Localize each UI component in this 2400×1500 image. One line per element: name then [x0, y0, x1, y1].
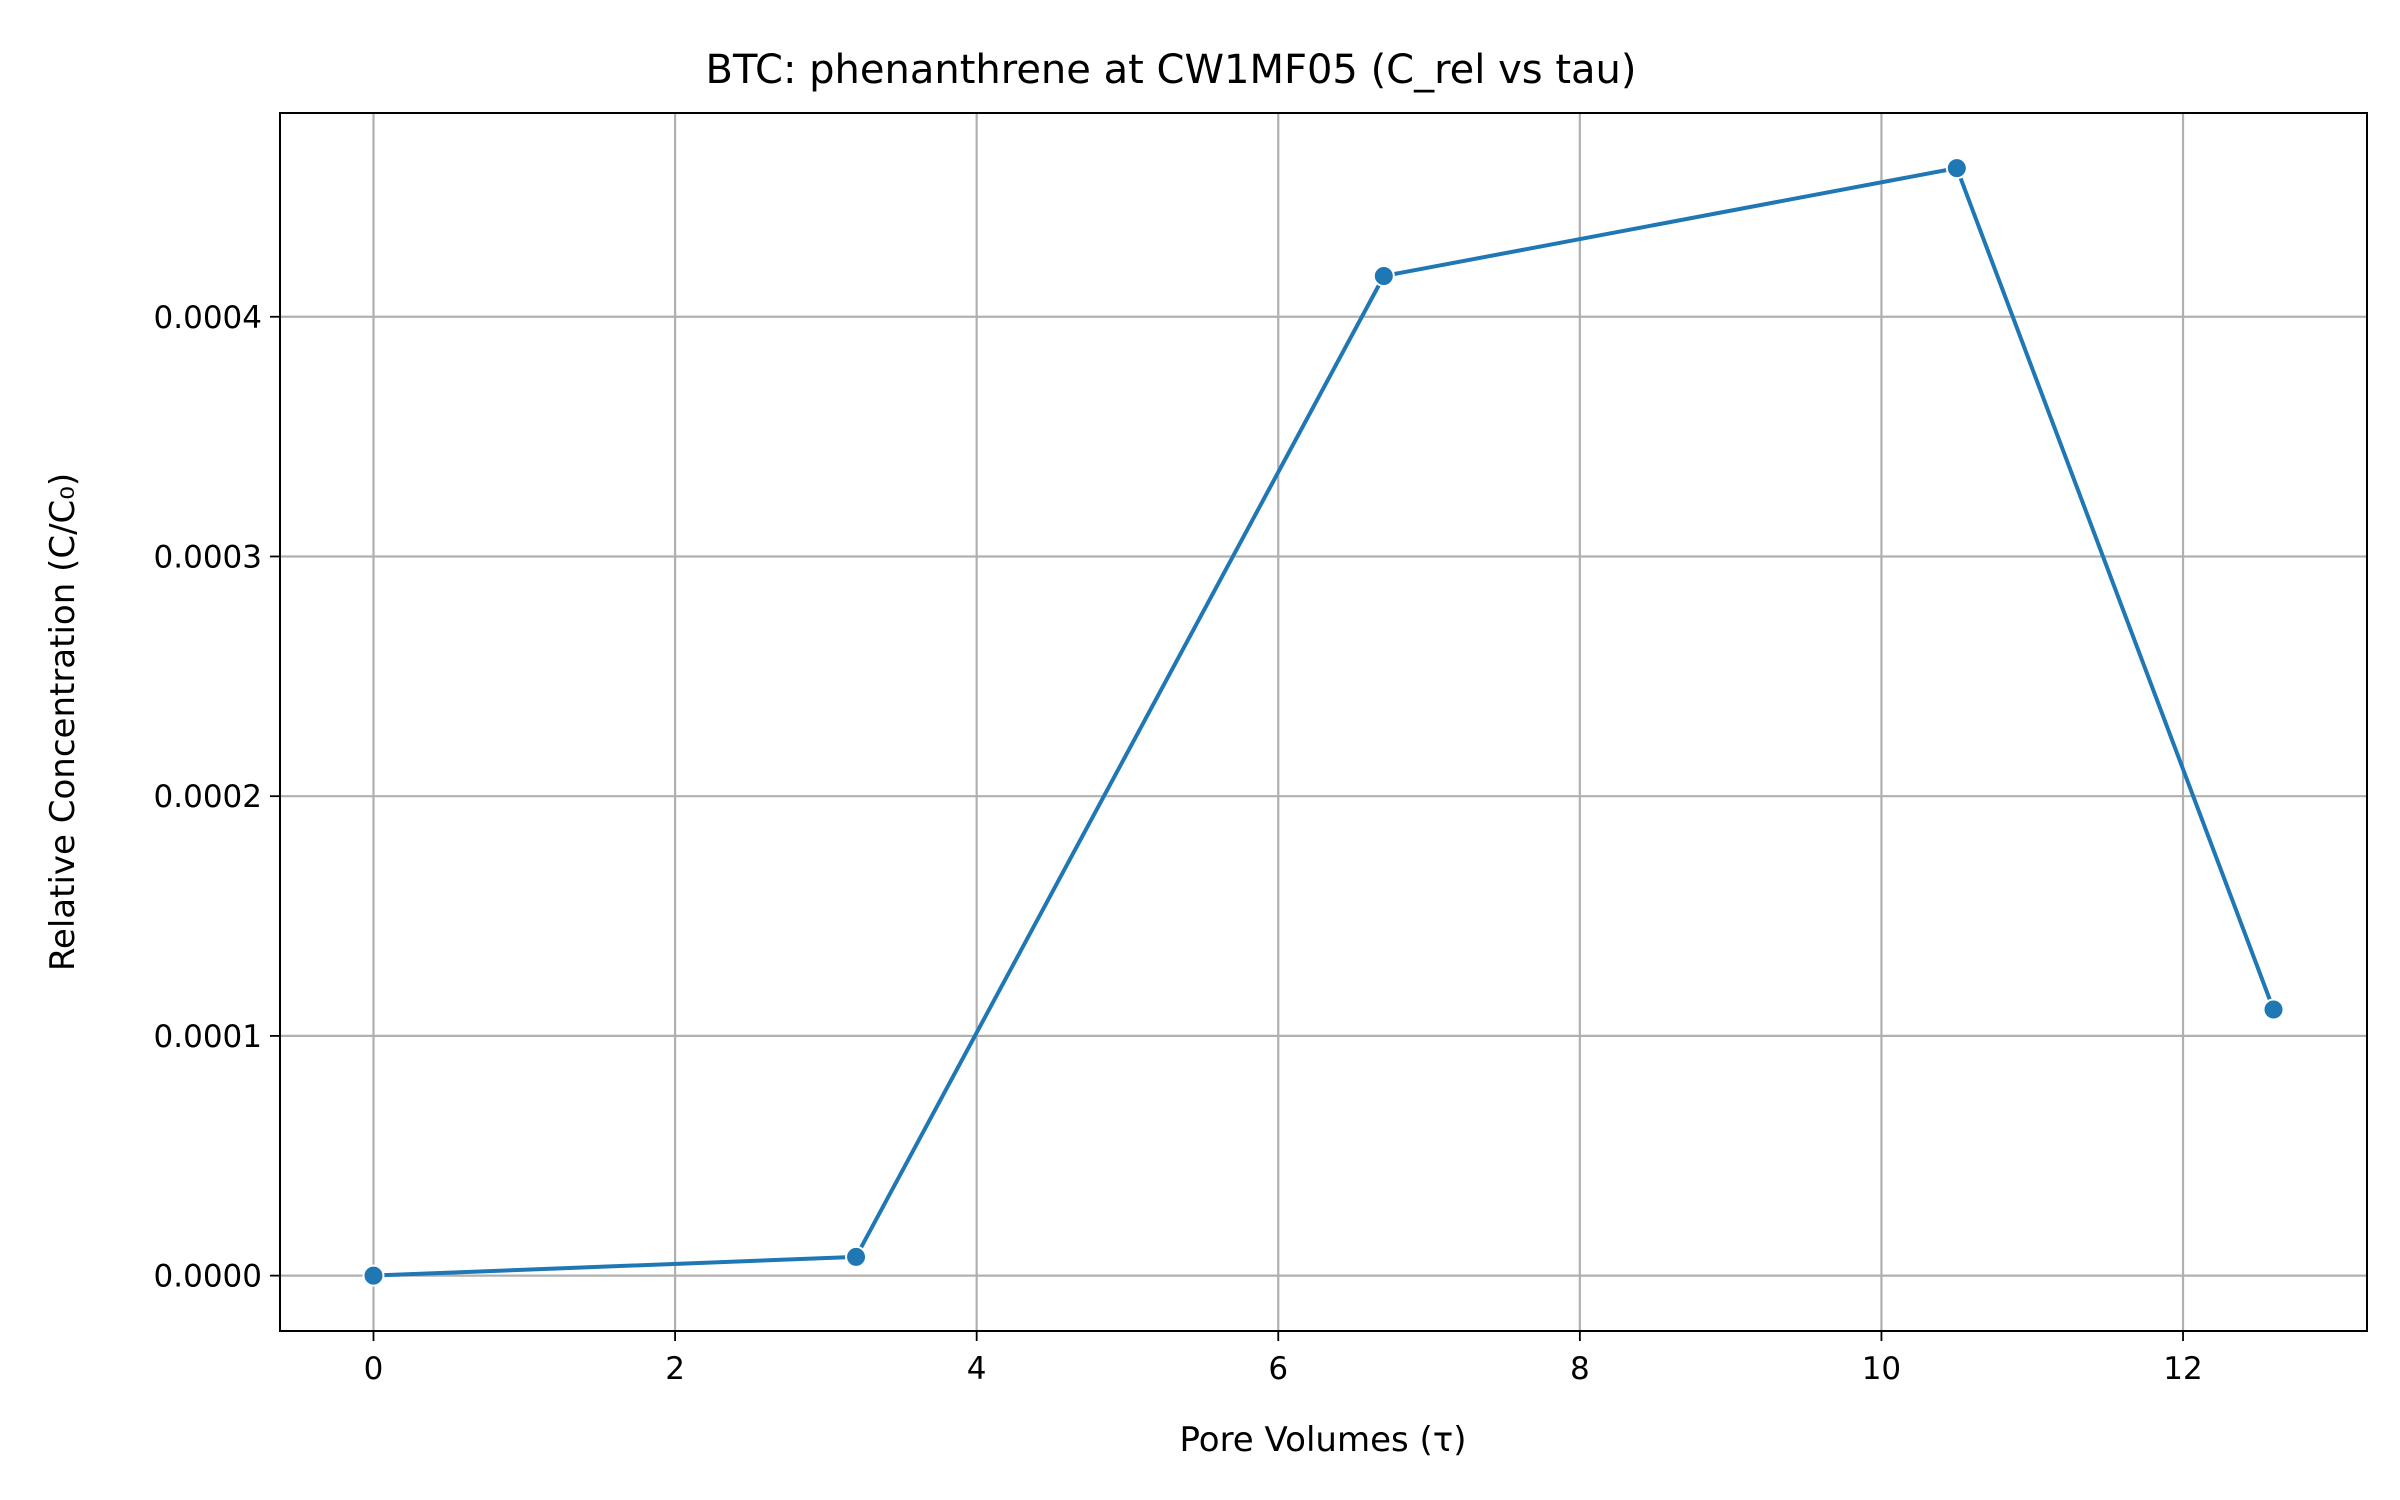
y-tick-label: 0.0000 [154, 1259, 262, 1295]
x-tick-label: 2 [665, 1351, 685, 1387]
series-line [373, 166, 2276, 1278]
x-tick-label: 0 [364, 1351, 384, 1387]
x-tick-label: 10 [1862, 1351, 1901, 1387]
data-point [2262, 998, 2285, 1021]
grid [280, 113, 2367, 1331]
plot-frame [279, 112, 2368, 1332]
data-point [845, 1245, 868, 1268]
y-tick-label: 0.0003 [154, 539, 262, 575]
ticks: 0 2 4 6 8 10 12 0.0000 0.0001 0.0002 0.0003 0.0004 [154, 300, 2203, 1387]
x-axis-label: Pore Volumes (τ) [1179, 1420, 1466, 1460]
y-tick-label: 0.0002 [154, 779, 262, 815]
x-tick-label: 4 [967, 1351, 987, 1387]
x-tick-label: 6 [1268, 1351, 1288, 1387]
data-point [362, 1264, 385, 1287]
chart-title: BTC: phenanthrene at CW1MF05 (C_rel vs t… [706, 47, 1637, 93]
y-axis-label: Relative Concentration (C/C₀) [43, 473, 83, 971]
data-point [1945, 157, 1968, 180]
data-point [1372, 265, 1395, 288]
y-tick-label: 0.0004 [154, 300, 262, 336]
x-tick-label: 12 [2163, 1351, 2202, 1387]
series-layer [362, 157, 2285, 1287]
y-tick-label: 0.0001 [154, 1019, 262, 1055]
x-tick-label: 8 [1570, 1351, 1590, 1387]
